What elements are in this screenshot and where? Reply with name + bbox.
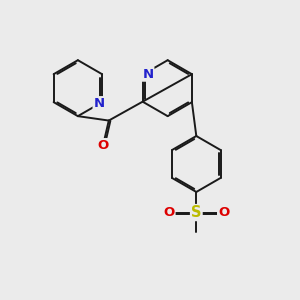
Text: S: S bbox=[191, 205, 202, 220]
Text: O: O bbox=[97, 139, 109, 152]
Text: N: N bbox=[94, 97, 105, 110]
Text: O: O bbox=[218, 206, 229, 219]
Text: N: N bbox=[142, 68, 153, 81]
Text: O: O bbox=[163, 206, 175, 219]
